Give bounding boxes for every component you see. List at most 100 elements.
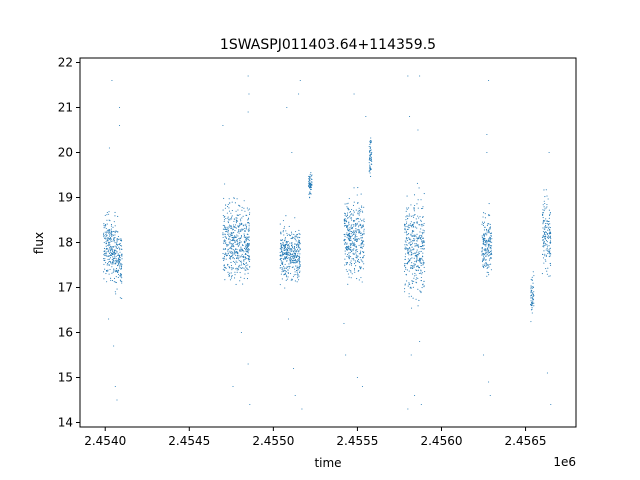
- data-point: [489, 237, 491, 239]
- data-point: [290, 255, 292, 257]
- data-point: [244, 210, 246, 212]
- data-point: [490, 269, 492, 271]
- data-point: [224, 253, 226, 255]
- data-point: [405, 216, 407, 218]
- x-tick-label: 2.4550: [252, 434, 294, 448]
- data-point: [369, 140, 371, 142]
- data-point: [358, 231, 360, 233]
- data-point: [226, 245, 228, 247]
- data-point-outlier: [294, 394, 296, 397]
- data-point: [405, 223, 407, 225]
- data-point: [543, 250, 545, 252]
- data-point: [119, 264, 121, 266]
- data-point: [296, 248, 299, 250]
- data-point: [413, 240, 415, 242]
- data-point: [359, 257, 361, 259]
- data-point: [532, 286, 534, 288]
- data-point: [117, 254, 119, 256]
- data-point: [281, 249, 283, 251]
- data-point: [488, 259, 490, 261]
- data-point: [299, 270, 301, 272]
- data-point: [487, 266, 489, 269]
- data-point: [547, 249, 549, 251]
- data-point: [298, 233, 300, 235]
- data-point: [242, 283, 244, 285]
- data-point: [111, 247, 113, 249]
- data-point: [360, 250, 362, 252]
- data-point: [113, 255, 115, 257]
- data-point: [353, 243, 355, 245]
- data-point: [414, 238, 416, 240]
- data-point: [294, 255, 296, 257]
- data-point: [421, 232, 423, 234]
- data-point: [242, 228, 244, 230]
- data-point: [295, 246, 298, 248]
- data-point: [549, 227, 552, 229]
- data-point: [235, 254, 237, 257]
- data-point: [228, 207, 230, 209]
- data-point: [232, 252, 234, 254]
- data-point: [355, 231, 357, 233]
- data-point: [421, 244, 424, 247]
- data-point: [297, 241, 299, 243]
- data-point: [105, 262, 107, 264]
- data-point: [405, 237, 407, 239]
- data-point: [410, 265, 412, 267]
- data-point: [288, 267, 290, 269]
- data-point: [118, 246, 120, 248]
- data-point: [370, 140, 372, 142]
- data-point: [290, 250, 292, 252]
- data-point: [228, 235, 230, 237]
- data-point: [542, 219, 544, 221]
- data-point: [411, 307, 413, 309]
- data-point: [293, 247, 295, 250]
- data-point: [422, 216, 424, 218]
- data-point: [232, 267, 234, 269]
- data-point: [112, 234, 114, 236]
- data-point: [404, 265, 406, 267]
- data-point: [484, 244, 486, 246]
- data-point: [237, 267, 239, 270]
- data-point: [363, 230, 365, 232]
- data-point: [115, 276, 117, 278]
- data-point: [345, 226, 348, 228]
- data-point: [289, 265, 291, 267]
- data-point: [113, 260, 115, 262]
- data-point: [290, 262, 292, 264]
- data-point: [248, 244, 250, 246]
- data-point: [412, 297, 414, 299]
- data-point: [299, 256, 301, 259]
- data-point: [406, 207, 408, 209]
- data-point: [355, 254, 357, 256]
- data-point: [486, 242, 488, 244]
- data-point: [548, 226, 550, 228]
- data-point: [116, 241, 118, 243]
- data-point: [360, 234, 362, 236]
- data-point: [295, 259, 297, 261]
- data-point: [411, 267, 413, 269]
- data-point: [531, 279, 533, 281]
- data-point: [105, 248, 107, 250]
- data-point: [119, 279, 121, 281]
- data-point: [409, 242, 411, 244]
- data-point: [350, 271, 352, 273]
- data-point: [283, 227, 285, 230]
- data-point: [236, 198, 238, 200]
- data-point: [544, 244, 546, 247]
- data-point: [295, 274, 297, 276]
- data-point: [350, 243, 352, 245]
- data-point: [289, 235, 291, 237]
- data-point: [297, 247, 299, 249]
- data-point: [345, 248, 348, 250]
- data-point: [353, 201, 355, 203]
- data-point: [484, 232, 486, 234]
- data-point: [411, 246, 413, 248]
- data-point: [109, 245, 112, 248]
- data-point: [228, 273, 230, 275]
- x-tick-label: 2.4565: [505, 434, 547, 448]
- data-point: [481, 249, 483, 251]
- data-point: [223, 264, 225, 266]
- data-point: [419, 246, 422, 248]
- data-point: [117, 261, 119, 263]
- data-point: [285, 252, 287, 254]
